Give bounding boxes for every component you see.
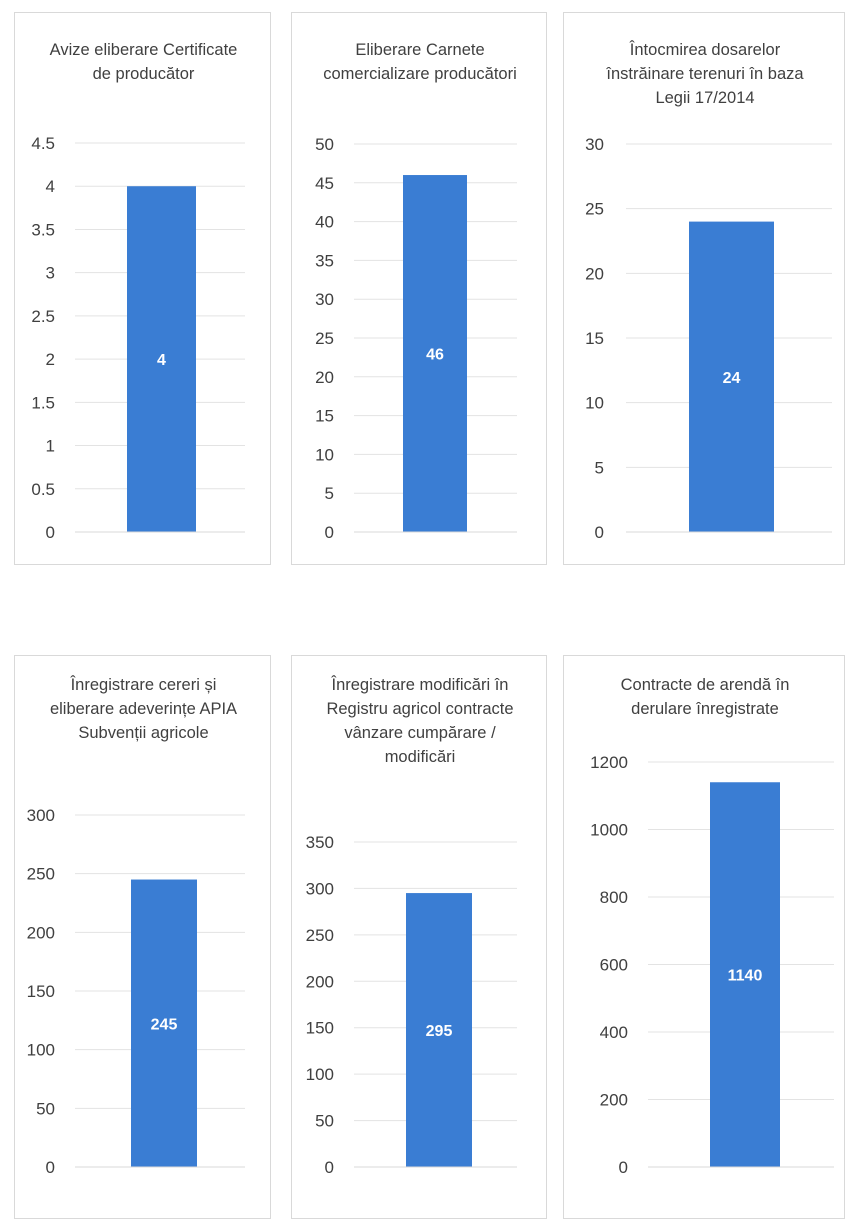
chart-svg: 0 200 400 600 800 1000 1200 1140 bbox=[590, 753, 834, 1177]
chart-panel-2: Eliberare Carnete comercializare producă… bbox=[291, 12, 547, 565]
chart-svg: 0 50 100 150 200 250 300 350 295 bbox=[306, 833, 517, 1177]
chart-panel-4: Înregistrare cereri și eliberare adeveri… bbox=[14, 655, 271, 1219]
chart-svg: 0 5 10 15 20 25 30 24 bbox=[585, 135, 832, 542]
y-tick-label: 15 bbox=[315, 407, 334, 426]
y-tick-label: 45 bbox=[315, 174, 334, 193]
y-tick-label: 50 bbox=[315, 135, 334, 154]
y-tick-label: 25 bbox=[315, 329, 334, 348]
y-tick-label: 200 bbox=[600, 1091, 628, 1110]
chart-panel-6: Contracte de arendă în derulare înregist… bbox=[563, 655, 845, 1219]
y-tick-label: 600 bbox=[600, 956, 628, 975]
chart-svg: 0 50 100 150 200 250 300 245 bbox=[27, 806, 245, 1177]
y-tick-label: 100 bbox=[306, 1065, 334, 1084]
y-tick-label: 0 bbox=[46, 1158, 55, 1177]
data-label: 24 bbox=[723, 370, 741, 387]
y-tick-label: 1200 bbox=[590, 753, 628, 772]
bar bbox=[406, 893, 472, 1167]
y-tick-label: 200 bbox=[27, 923, 55, 942]
y-tick-label: 0 bbox=[325, 523, 334, 542]
y-tick-label: 0 bbox=[619, 1158, 628, 1177]
chart-title: Înregistrare cereri și eliberare adeveri… bbox=[49, 676, 238, 742]
y-tick-label: 50 bbox=[36, 1099, 55, 1118]
chart-panel-1: Avize eliberare Certificate de producăto… bbox=[14, 12, 271, 565]
y-tick-label: 250 bbox=[306, 926, 334, 945]
y-tick-label: 4.5 bbox=[31, 134, 55, 153]
y-tick-label: 250 bbox=[27, 865, 55, 884]
y-tick-label: 10 bbox=[585, 394, 604, 413]
chart-title: Întocmirea dosarelor înstrăinare terenur… bbox=[606, 41, 804, 107]
y-tick-label: 1000 bbox=[590, 821, 628, 840]
y-tick-label: 10 bbox=[315, 445, 334, 464]
y-tick-label: 0 bbox=[325, 1158, 334, 1177]
y-tick-label: 30 bbox=[315, 290, 334, 309]
y-tick-label: 1 bbox=[46, 437, 55, 456]
y-tick-label: 20 bbox=[585, 264, 604, 283]
y-tick-label: 3 bbox=[46, 264, 55, 283]
bar bbox=[710, 782, 780, 1167]
y-tick-label: 25 bbox=[585, 200, 604, 219]
y-tick-label: 40 bbox=[315, 213, 334, 232]
data-label: 46 bbox=[426, 347, 444, 364]
y-tick-label: 0 bbox=[595, 523, 604, 542]
bar bbox=[131, 879, 197, 1167]
y-tick-label: 0 bbox=[46, 523, 55, 542]
chart-panel-5: Înregistrare modificări în Registru agri… bbox=[291, 655, 547, 1219]
chart-panel-3: Întocmirea dosarelor înstrăinare terenur… bbox=[563, 12, 845, 565]
y-tick-label: 2.5 bbox=[31, 307, 55, 326]
y-tick-label: 2 bbox=[46, 350, 55, 369]
chart-svg: 0 0.5 1 1.5 2 2.5 3 3.5 4 4.5 4 bbox=[31, 134, 245, 542]
y-tick-label: 300 bbox=[27, 806, 55, 825]
bar bbox=[689, 221, 774, 532]
bar bbox=[127, 186, 196, 532]
chart-title: Contracte de arendă în derulare înregist… bbox=[620, 676, 790, 718]
y-tick-label: 50 bbox=[315, 1112, 334, 1131]
data-label: 1140 bbox=[728, 968, 763, 985]
y-tick-label: 800 bbox=[600, 888, 628, 907]
y-tick-label: 3.5 bbox=[31, 220, 55, 239]
y-tick-label: 30 bbox=[585, 135, 604, 154]
y-tick-label: 200 bbox=[306, 972, 334, 991]
chart-title: Avize eliberare Certificate de producăto… bbox=[49, 41, 238, 83]
bar bbox=[403, 175, 467, 533]
y-tick-label: 35 bbox=[315, 251, 334, 270]
y-tick-label: 4 bbox=[46, 177, 55, 196]
y-tick-label: 20 bbox=[315, 368, 334, 387]
y-tick-label: 400 bbox=[600, 1023, 628, 1042]
y-tick-label: 350 bbox=[306, 833, 334, 852]
y-tick-label: 5 bbox=[595, 458, 604, 477]
y-tick-label: 1.5 bbox=[31, 393, 55, 412]
data-label: 4 bbox=[157, 352, 166, 369]
y-tick-label: 300 bbox=[306, 879, 334, 898]
data-label: 245 bbox=[151, 1016, 178, 1033]
y-tick-label: 5 bbox=[325, 484, 334, 503]
chart-svg: 0 5 10 15 20 25 30 35 40 45 50 46 bbox=[315, 135, 517, 542]
y-tick-label: 100 bbox=[27, 1041, 55, 1060]
chart-title: Eliberare Carnete comercializare producă… bbox=[323, 41, 517, 83]
y-tick-label: 150 bbox=[306, 1019, 334, 1038]
data-label: 295 bbox=[426, 1023, 453, 1040]
y-tick-label: 15 bbox=[585, 329, 604, 348]
chart-title: Înregistrare modificări în Registru agri… bbox=[326, 676, 514, 766]
y-tick-label: 0.5 bbox=[31, 480, 55, 499]
y-tick-label: 150 bbox=[27, 982, 55, 1001]
